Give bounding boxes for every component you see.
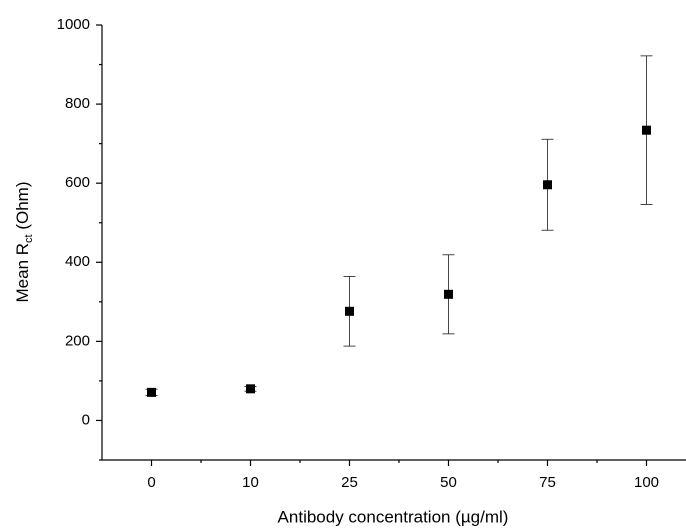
marker [246, 384, 255, 394]
marker [543, 180, 552, 190]
x-tick-label: 75 [539, 474, 556, 491]
marker [147, 387, 156, 397]
x-tick-label: 100 [634, 474, 659, 491]
x-axis-label: Antibody concentration (µg/ml) [278, 507, 509, 526]
y-label-unit: (Ohm) [13, 182, 32, 235]
y-tick-label: 1000 [57, 16, 90, 33]
x-tick-label: 25 [341, 474, 358, 491]
x-tick-label: 50 [440, 474, 457, 491]
marker [444, 289, 453, 299]
y-tick-label: 0 [82, 411, 90, 428]
y-tick-label: 400 [65, 253, 90, 270]
y-label-subscript: ct [23, 234, 35, 243]
marker [345, 306, 354, 316]
y-axis-label: Mean Rct (Ohm) [13, 182, 34, 303]
y-tick-label: 800 [65, 95, 90, 112]
y-label-main: Mean R [13, 243, 32, 303]
y-tick-label: 600 [65, 174, 90, 191]
y-tick-label: 200 [65, 332, 90, 349]
x-tick-label: 10 [242, 474, 259, 491]
x-tick-label: 0 [147, 474, 155, 491]
marker [642, 125, 651, 135]
